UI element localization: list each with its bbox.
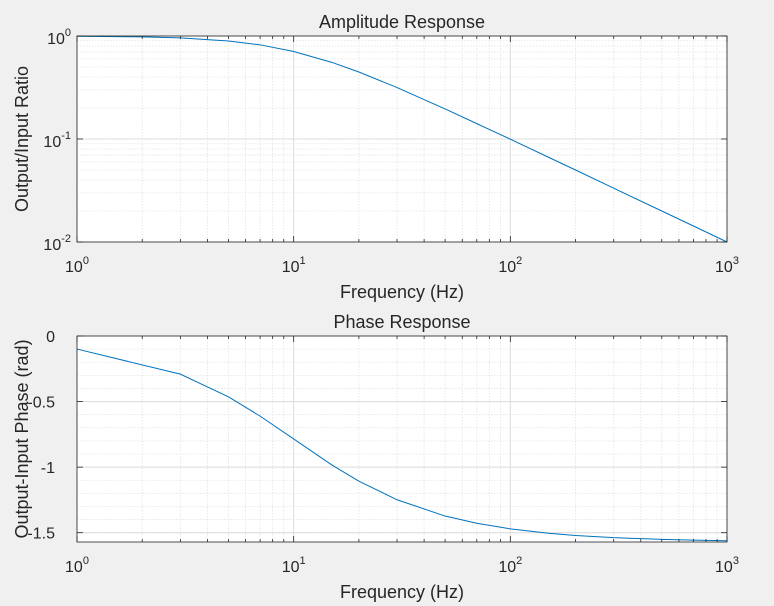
x-tick-label: 100 <box>65 555 89 576</box>
y-tick-label: -1 <box>41 460 55 477</box>
chart-2: 100 101 102 103 0 -0.5 -1 -1.5 Phase Response Fre… <box>12 312 739 602</box>
chart-title: Phase Response <box>333 312 470 332</box>
y-tick-label: -0.5 <box>27 395 55 412</box>
axes-box <box>76 335 728 543</box>
x-tick-label: 102 <box>498 555 522 576</box>
y-axis-label: Output/Input Ratio <box>12 66 32 212</box>
y-tick-label: 0 <box>46 329 55 346</box>
series-line-1 <box>76 348 728 542</box>
chart-title: Amplitude Response <box>319 12 485 32</box>
chart-1: 100 101 102 103 100 10-1 10-2 Amplitude Respons… <box>12 12 739 302</box>
x-tick-label: 102 <box>498 255 522 276</box>
plot-area <box>77 336 727 542</box>
x-axis-label: Frequency (Hz) <box>340 282 464 302</box>
y-tick-label: -1.5 <box>27 526 55 543</box>
x-tick-label: 101 <box>282 255 306 276</box>
y-tick-label: 10-2 <box>43 233 71 254</box>
y-tick-label: 100 <box>47 27 71 48</box>
x-tick-label: 103 <box>715 555 739 576</box>
x-axis-label: Frequency (Hz) <box>340 582 464 602</box>
x-tick-label: 101 <box>282 555 306 576</box>
y-tick-label: 10-1 <box>43 130 71 151</box>
y-axis-label: Output-Input Phase (rad) <box>12 339 32 538</box>
series-line-1 <box>76 35 728 243</box>
x-tick-label: 103 <box>715 255 739 276</box>
x-tick-label: 100 <box>65 255 89 276</box>
